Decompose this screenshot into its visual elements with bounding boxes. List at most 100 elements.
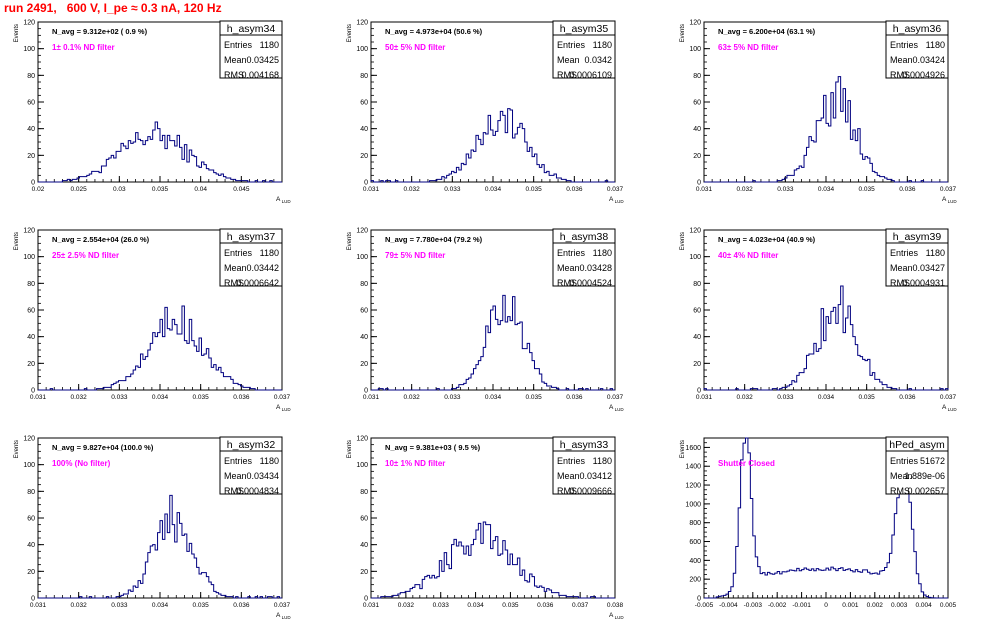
y-tick-label: 40 — [360, 542, 368, 549]
stats-title: hPed_asym — [889, 439, 945, 451]
x-tick-label: 0.034 — [152, 394, 169, 401]
x-tick-label: 0.005 — [940, 602, 957, 609]
y-tick-label: 0 — [31, 596, 35, 603]
y-tick-label: 1600 — [685, 445, 701, 452]
y-tick-label: 60 — [27, 308, 35, 315]
stats-key: Mean — [557, 471, 580, 481]
stats-key: Mean — [224, 263, 247, 273]
plot-h_asym33: 0 20 40 60 80 100 120 0.031 0.032 0.033 0.034 0.035… — [347, 436, 624, 621]
x-tick-label: 0.035 — [526, 394, 543, 401]
stats-box — [219, 436, 283, 495]
stats-value: 1180 — [260, 248, 279, 258]
y-tick-label: 400 — [689, 558, 701, 565]
y-tick-label: 20 — [360, 569, 368, 576]
stats-box — [219, 20, 283, 79]
stats-value: 51672 — [920, 456, 945, 466]
stats-key: Entries — [890, 248, 919, 258]
x-tick-label: 0.031 — [363, 394, 380, 401]
stats-title: h_asym37 — [227, 231, 276, 243]
y-axis-title: Events — [347, 440, 353, 458]
x-tick-label: 0.037 — [940, 394, 957, 401]
y-tick-label: 120 — [356, 436, 368, 443]
x-tick-label: 0.031 — [30, 394, 47, 401]
stats-value: 0.002657 — [907, 486, 945, 496]
stats-key: RMS — [224, 278, 244, 288]
x-tick-label: 0.034 — [152, 602, 169, 609]
y-tick-label: 80 — [27, 281, 35, 288]
x-axis-title: A LUD — [276, 612, 291, 620]
histogram-line — [371, 294, 615, 391]
stats-box — [552, 228, 616, 287]
y-tick-label: 800 — [689, 520, 701, 527]
x-tick-label: 0.032 — [71, 602, 88, 609]
x-axis-subscript: LUD — [280, 615, 291, 620]
x-tick-label: 0.032 — [404, 186, 421, 193]
y-tick-label: 100 — [689, 254, 701, 261]
y-tick-label: 40 — [693, 334, 701, 341]
x-axis-subscript: LUD — [613, 199, 624, 204]
y-tick-label: 100 — [23, 462, 35, 469]
stats-key: Entries — [890, 456, 919, 466]
plot-h_asym35: 0 20 40 60 80 100 120 0.031 0.032 0.033 0.034 0.035… — [347, 20, 624, 205]
stats-value: 0.0006109 — [569, 70, 612, 80]
stats-value: 0.0006642 — [236, 278, 279, 288]
x-tick-label: 0.035 — [859, 186, 876, 193]
x-axis-subscript: LUD — [280, 407, 291, 412]
y-tick-label: 0 — [697, 388, 701, 395]
y-tick-label: 100 — [356, 46, 368, 53]
filter-label: 25± 2.5% ND filter — [52, 251, 119, 260]
stats-key: Entries — [224, 248, 253, 258]
y-tick-label: 100 — [689, 46, 701, 53]
x-tick-label: 0.034 — [818, 394, 835, 401]
y-tick-label: 20 — [27, 361, 35, 368]
x-tick-label: 0.037 — [607, 394, 624, 401]
stats-value: 0.0004931 — [902, 278, 945, 288]
y-tick-label: 60 — [693, 100, 701, 107]
y-tick-label: 40 — [360, 126, 368, 133]
x-axis-title: A LUD — [609, 196, 624, 204]
stats-key: Mean — [224, 471, 247, 481]
x-tick-label: 0.035 — [193, 602, 210, 609]
histogram-line — [704, 76, 948, 183]
plot-h_asym34: 0 20 40 60 80 100 120 0.02 0.025 0.03 0.035 0.04 0.0… — [14, 20, 291, 205]
x-tick-label: 0.035 — [526, 186, 543, 193]
y-tick-label: 120 — [356, 20, 368, 27]
x-tick-label: 0.033 — [433, 602, 450, 609]
y-tick-label: 0 — [697, 180, 701, 187]
y-tick-label: 40 — [27, 334, 35, 341]
filter-label: 100% (No filter) — [52, 459, 111, 468]
stats-key: Entries — [224, 456, 253, 466]
stats-value: 0.03424 — [912, 55, 945, 65]
y-tick-label: 0 — [364, 388, 368, 395]
x-tick-label: 0.045 — [233, 186, 250, 193]
y-tick-label: 120 — [356, 228, 368, 235]
stats-key: RMS — [890, 486, 910, 496]
x-tick-label: 0.035 — [152, 186, 169, 193]
y-tick-label: 100 — [23, 254, 35, 261]
x-axis-title: A LUD — [609, 612, 624, 620]
y-tick-label: 120 — [689, 228, 701, 235]
y-tick-label: 20 — [27, 569, 35, 576]
navg-label: N_avg = 2.554e+04 (26.0 %) — [52, 235, 150, 244]
x-tick-label: 0.036 — [899, 186, 916, 193]
filter-label: 63± 5% ND filter — [718, 43, 778, 52]
stats-key: RMS — [890, 70, 910, 80]
y-axis-title: Events — [347, 24, 353, 42]
y-tick-label: 120 — [23, 436, 35, 443]
x-tick-label: 0.036 — [566, 186, 583, 193]
x-axis-title: A LUD — [276, 196, 291, 204]
y-tick-label: 200 — [689, 577, 701, 584]
stats-value: 1180 — [260, 40, 279, 50]
x-tick-label: 0.003 — [891, 602, 908, 609]
x-tick-label: 0 — [824, 602, 828, 609]
x-tick-label: 0.034 — [485, 186, 502, 193]
y-tick-label: 20 — [693, 153, 701, 160]
x-tick-label: 0.036 — [537, 602, 554, 609]
navg-label: N_avg = 9.312e+02 ( 0.9 %) — [52, 27, 148, 36]
x-tick-label: 0.031 — [363, 602, 380, 609]
y-tick-label: 60 — [693, 308, 701, 315]
stats-value: 0.03442 — [246, 263, 279, 273]
stats-box — [219, 228, 283, 287]
stats-key: RMS — [890, 278, 910, 288]
x-tick-label: 0.002 — [867, 602, 884, 609]
